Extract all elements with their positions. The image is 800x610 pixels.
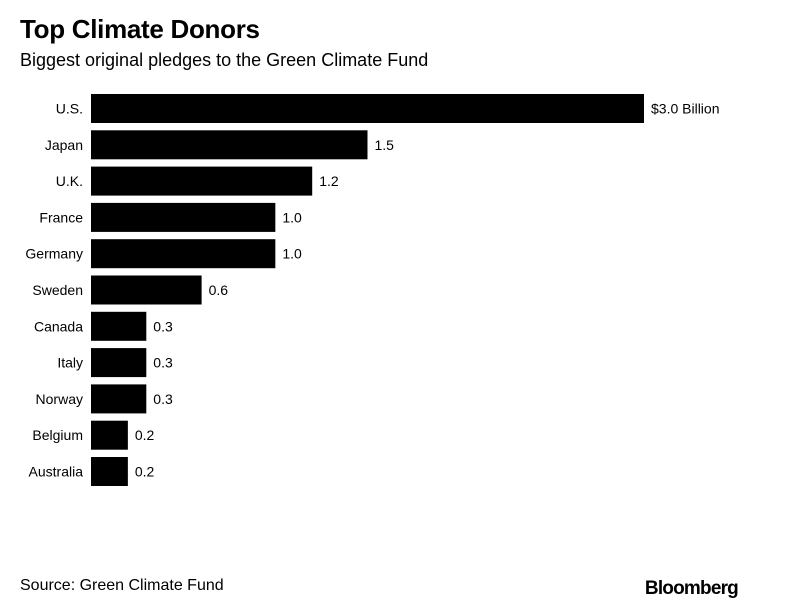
source-note: Source: Green Climate Fund <box>20 577 224 594</box>
category-label: Norway <box>36 391 83 407</box>
chart-title: Top Climate Donors <box>20 14 260 44</box>
bar <box>91 275 202 305</box>
category-label: Sweden <box>32 282 83 298</box>
bar <box>91 130 368 160</box>
value-label: 0.3 <box>153 318 173 334</box>
category-label: Canada <box>34 318 83 334</box>
bar-chart-svg: U.S. $3.0 Billion Japan 1.5 U.K. 1.2 France 1.0… <box>25 94 720 486</box>
bar <box>91 311 147 341</box>
category-label: U.K. <box>56 173 83 189</box>
category-label: Italy <box>57 355 83 371</box>
bar <box>91 420 128 450</box>
value-label: 1.0 <box>282 246 302 262</box>
value-label: 0.2 <box>135 464 155 480</box>
category-label: Japan <box>45 137 83 153</box>
bar <box>91 94 644 123</box>
value-label: 0.2 <box>135 427 155 443</box>
category-label: Australia <box>29 464 84 480</box>
category-label: U.S. <box>56 101 83 117</box>
bar <box>91 239 276 269</box>
bar <box>91 202 276 232</box>
value-label: 1.2 <box>319 173 339 189</box>
category-label: France <box>39 209 83 225</box>
bar <box>91 457 128 486</box>
bar <box>91 166 313 196</box>
bloomberg-logo: Bloomberg <box>644 578 739 599</box>
bar <box>91 384 147 414</box>
value-label: 0.6 <box>209 282 229 298</box>
category-label: Germany <box>25 246 83 262</box>
bar <box>91 348 147 378</box>
value-label: 1.0 <box>282 209 302 225</box>
value-label: $3.0 Billion <box>651 101 720 117</box>
chart-subtitle: Biggest original pledges to the Green Cl… <box>20 50 429 70</box>
value-label: 0.3 <box>153 391 173 407</box>
category-label: Belgium <box>32 427 83 443</box>
value-label: 1.5 <box>375 137 395 153</box>
value-label: 0.3 <box>153 355 173 371</box>
bar-chart: U.S. $3.0 Billion Japan 1.5 U.K. 1.2 France 1.0… <box>0 86 800 496</box>
